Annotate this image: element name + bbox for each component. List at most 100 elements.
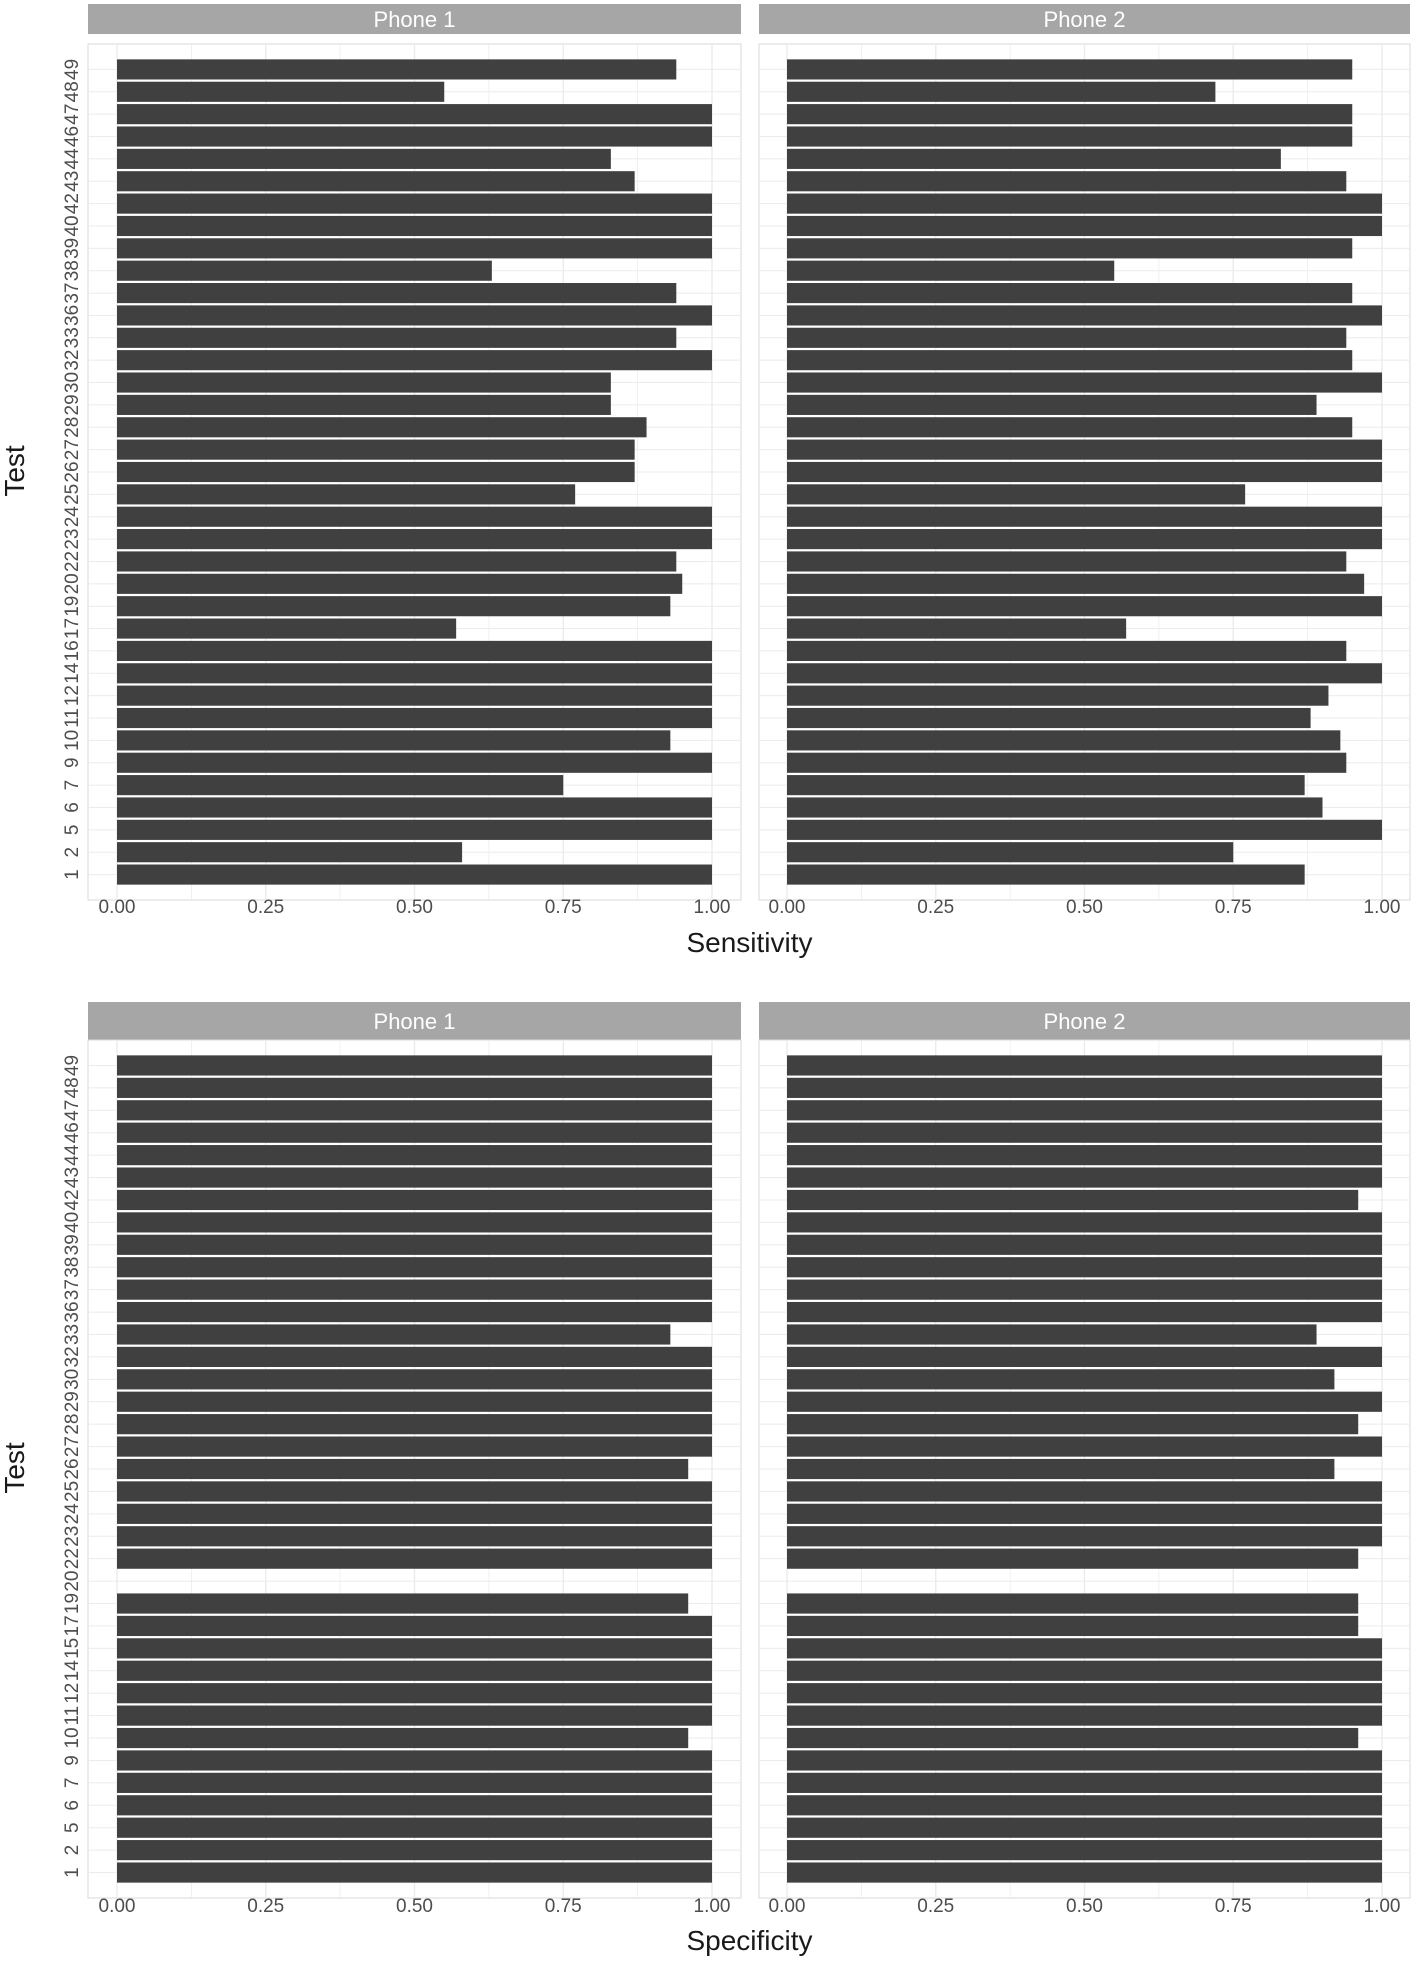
bar-test-20 <box>787 573 1365 594</box>
y-tick-label: 43 <box>62 1167 83 1188</box>
bar-test-32 <box>117 350 712 371</box>
bar-test-32 <box>787 1346 1382 1367</box>
y-tick-label: 38 <box>62 1257 83 1278</box>
y-tick-label: 33 <box>62 327 83 348</box>
bar-test-47 <box>117 104 712 125</box>
y-tick-label: 28 <box>62 417 83 438</box>
bar-test-38 <box>787 260 1115 281</box>
bar-test-9 <box>117 1750 712 1771</box>
x-tick-label: 0.75 <box>1215 1896 1252 1917</box>
bar-test-7 <box>787 775 1305 796</box>
bar-test-44 <box>117 148 611 169</box>
y-tick-label: 23 <box>62 1526 83 1547</box>
bar-test-36 <box>787 305 1382 326</box>
y-tick-label: 38 <box>62 260 83 281</box>
y-axis-title: Test <box>0 445 30 497</box>
y-tick-label: 46 <box>62 126 83 147</box>
y-tick-label: 37 <box>62 1279 83 1300</box>
bar-test-11 <box>117 1705 712 1726</box>
bar-test-11 <box>787 1705 1382 1726</box>
y-tick-label: 19 <box>62 596 83 617</box>
bar-test-26 <box>787 461 1382 483</box>
bar-test-47 <box>787 104 1353 125</box>
bar-test-22 <box>787 551 1347 572</box>
y-tick-label: 44 <box>62 148 83 170</box>
bar-test-24 <box>117 506 712 527</box>
bar-test-33 <box>787 327 1347 348</box>
bar-test-11 <box>117 707 712 729</box>
y-tick-label: 6 <box>62 1800 83 1811</box>
y-tick-label: 5 <box>62 825 83 836</box>
bar-test-12 <box>117 1683 712 1704</box>
bar-test-39 <box>117 238 712 259</box>
bar-test-24 <box>787 506 1382 527</box>
bar-test-26 <box>117 461 635 483</box>
x-tick-label: 0.50 <box>396 1896 433 1917</box>
bar-test-40 <box>787 1212 1382 1233</box>
y-tick-label: 42 <box>62 1189 83 1210</box>
y-tick-label: 22 <box>62 551 83 572</box>
y-tick-label: 40 <box>62 215 83 236</box>
bar-test-10 <box>787 1727 1359 1749</box>
x-tick-label: 0.00 <box>769 897 806 918</box>
y-tick-label: 6 <box>62 802 83 813</box>
bar-test-29 <box>787 394 1317 415</box>
y-tick-label: 47 <box>62 104 83 125</box>
bar-test-15 <box>117 1638 712 1659</box>
bar-test-36 <box>117 305 712 326</box>
bar-test-9 <box>787 1750 1382 1771</box>
x-tick-label: 0.25 <box>247 897 284 918</box>
bar-test-14 <box>117 663 712 684</box>
bar-test-49 <box>787 59 1353 80</box>
bar-test-29 <box>117 394 611 415</box>
bar-test-2 <box>117 1840 712 1861</box>
bar-test-10 <box>787 730 1341 751</box>
y-tick-label: 11 <box>62 1706 83 1726</box>
bar-test-1 <box>787 864 1305 885</box>
bar-test-43 <box>117 171 635 192</box>
bar-test-47 <box>787 1100 1382 1121</box>
bar-test-42 <box>117 193 712 214</box>
y-tick-label: 16 <box>62 640 83 661</box>
y-tick-label: 49 <box>62 59 83 80</box>
bar-test-10 <box>117 730 671 751</box>
bar-test-19 <box>787 596 1382 617</box>
bar-test-40 <box>787 215 1382 237</box>
bar-test-6 <box>787 797 1323 818</box>
y-tick-label: 48 <box>62 1077 83 1098</box>
y-tick-label: 23 <box>62 529 83 550</box>
bar-test-22 <box>117 551 677 572</box>
bar-test-25 <box>787 484 1246 505</box>
facet-strip-label: Phone 2 <box>1044 1009 1126 1034</box>
x-axis-title: Specificity <box>686 1925 812 1956</box>
bar-test-30 <box>787 1369 1335 1390</box>
bar-test-46 <box>787 1122 1382 1143</box>
y-axis-title: Test <box>0 1442 30 1494</box>
bar-test-47 <box>117 1100 712 1121</box>
bar-test-12 <box>787 1683 1382 1704</box>
bar-test-23 <box>117 529 712 550</box>
bar-test-10 <box>117 1727 689 1749</box>
y-tick-label: 39 <box>62 1234 83 1255</box>
y-tick-label: 25 <box>62 1481 83 1502</box>
panel-phone-2: Phone 2 0.00 0.25 0.50 0.75 1.00 <box>758 1002 1411 1917</box>
bar-test-26 <box>117 1458 689 1480</box>
bar-test-24 <box>117 1503 712 1524</box>
y-tick-label: 12 <box>62 1683 83 1704</box>
y-tick-label: 48 <box>62 81 83 102</box>
bar-test-28 <box>117 417 647 438</box>
bar-test-19 <box>117 1593 689 1614</box>
y-tick-label: 30 <box>62 372 83 393</box>
bar-test-28 <box>787 1414 1359 1435</box>
bar-test-22 <box>787 1548 1359 1569</box>
y-tick-label: 1 <box>62 1867 83 1878</box>
x-tick-label: 0.50 <box>1066 897 1103 918</box>
y-tick-label: 32 <box>62 1346 83 1367</box>
bar-test-2 <box>787 842 1234 863</box>
bar-test-5 <box>787 819 1382 840</box>
bar-test-5 <box>117 819 712 840</box>
y-tick-label: 17 <box>62 1615 83 1636</box>
bar-test-44 <box>787 148 1281 169</box>
bar-test-46 <box>117 126 712 147</box>
x-tick-label: 1.00 <box>694 1896 731 1917</box>
